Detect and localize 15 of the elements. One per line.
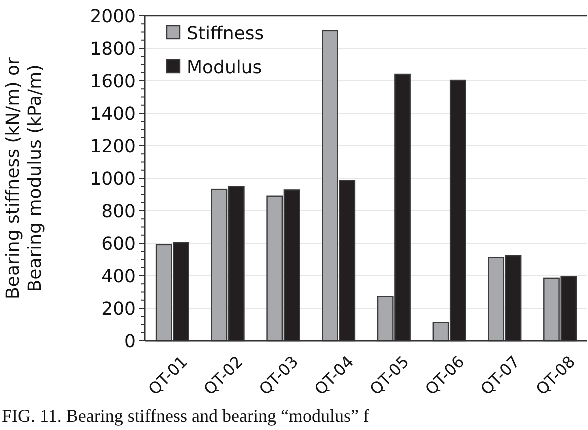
y-tick-label: 1800 <box>90 38 136 60</box>
y-tick-label: 800 <box>102 201 136 222</box>
y-tick-label: 600 <box>102 234 136 255</box>
y-tick-label: 1400 <box>90 104 136 125</box>
y-tick-label: 1200 <box>90 136 136 158</box>
caption: FIG. 11. Bearing stiffness and bearing “modulus” f <box>2 406 370 426</box>
y-tick-label: 1000 <box>90 168 136 190</box>
y-tick-label: 1600 <box>90 71 136 92</box>
y-tick-label: 400 <box>102 266 136 288</box>
y-tick-label: 2000 <box>90 6 136 28</box>
y-axis-title: Bearing stiffness (kN/m) or Bearing modulus (kPa/m) <box>3 56 46 300</box>
y-tick-label: 0 <box>124 331 136 352</box>
legend-label: Modulus <box>187 57 262 78</box>
legend-label: Stiffness <box>187 23 264 44</box>
y-tick-label: 200 <box>102 298 136 320</box>
